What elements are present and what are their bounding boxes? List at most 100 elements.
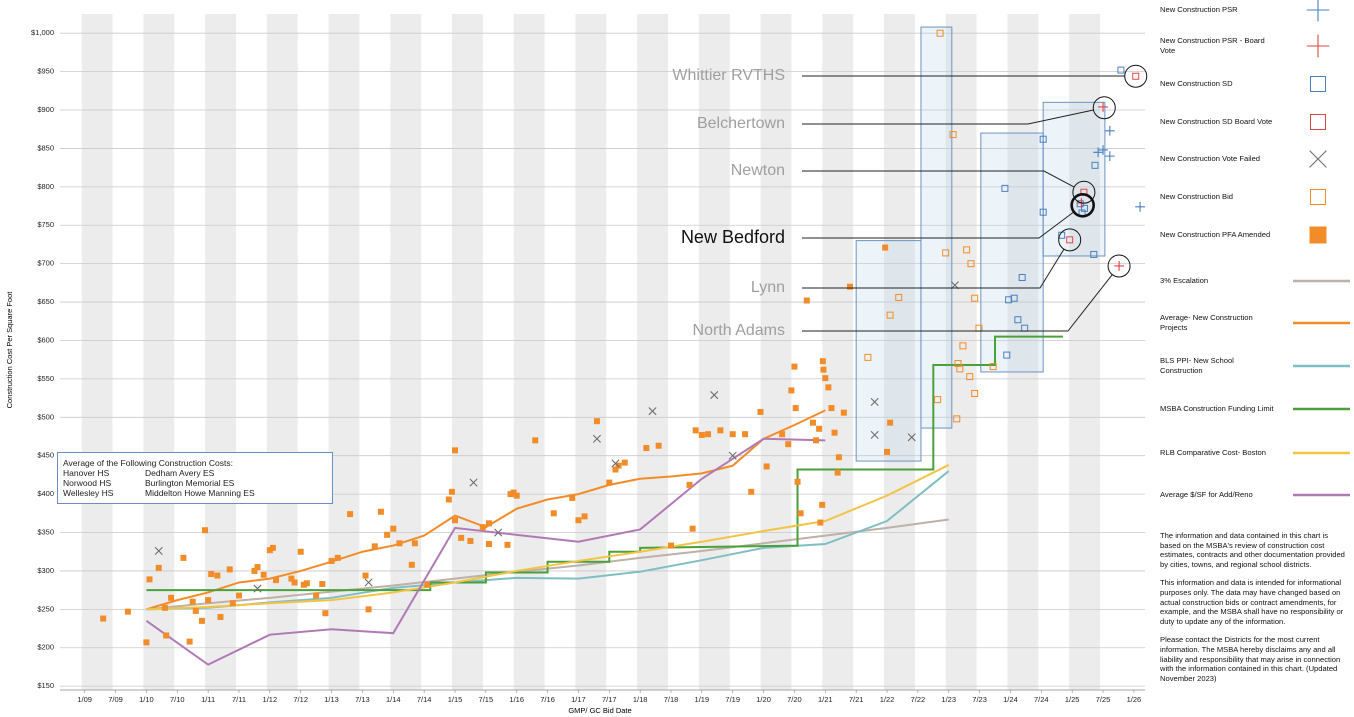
x-tick-label: 1/13 — [324, 695, 339, 704]
x-tick-label: 7/12 — [293, 695, 308, 704]
point — [186, 638, 193, 645]
point — [319, 580, 326, 587]
y-tick-label: $150 — [37, 681, 54, 690]
y-tick-label: $750 — [37, 220, 54, 229]
point — [870, 397, 879, 406]
point — [504, 541, 511, 548]
annotation-title: Average of the Following Construction Co… — [63, 458, 233, 468]
point — [967, 260, 975, 268]
point — [396, 540, 403, 547]
point — [364, 578, 373, 587]
point — [717, 427, 724, 434]
x-tick-label: 1/17 — [571, 695, 586, 704]
point — [648, 407, 657, 416]
point — [1114, 261, 1124, 271]
legend-item: BLS PPI- New School Construction — [1160, 351, 1350, 381]
point — [1018, 273, 1026, 281]
point — [155, 564, 162, 571]
point — [408, 561, 415, 568]
column-band — [451, 14, 483, 690]
point — [494, 528, 503, 537]
legend-label: New Construction Vote Failed — [1160, 154, 1261, 163]
point — [214, 572, 221, 579]
point — [1117, 66, 1125, 74]
point — [1091, 161, 1099, 169]
point — [146, 576, 153, 583]
point — [1310, 114, 1326, 130]
point — [692, 427, 699, 434]
y-tick-label: $450 — [37, 451, 54, 460]
callout-label: North Adams — [693, 322, 785, 339]
point — [154, 546, 163, 556]
y-tick-label: $1,000 — [31, 28, 54, 37]
point — [956, 365, 964, 373]
point — [469, 478, 478, 487]
point — [100, 615, 107, 622]
note: The information and data contained in th… — [1160, 531, 1345, 569]
y-tick-label: $550 — [37, 374, 54, 383]
x-tick-label: 7/11 — [232, 695, 246, 704]
point — [655, 442, 662, 449]
annotation-row: Norwood HS Burlington Memorial ES — [63, 478, 327, 488]
point — [831, 429, 838, 436]
legend-item: MSBA Construction Funding Limit — [1160, 394, 1350, 424]
point — [757, 408, 764, 415]
point — [229, 600, 236, 607]
column-band — [328, 14, 360, 690]
point — [846, 283, 853, 290]
point — [467, 537, 474, 544]
point — [513, 492, 520, 499]
point — [202, 527, 209, 534]
point — [612, 466, 619, 473]
legend-item: 3% Escalation — [1160, 266, 1350, 296]
point — [451, 447, 458, 454]
point — [411, 540, 418, 547]
note: Please contact the Districts for the mos… — [1160, 635, 1341, 683]
point — [485, 541, 492, 548]
point — [424, 581, 431, 588]
point — [143, 639, 150, 646]
legend-label: RLB Comparative Cost- Boston — [1160, 448, 1266, 457]
point — [907, 433, 916, 442]
legend-marker — [1310, 114, 1326, 130]
callout-leader — [802, 211, 1075, 239]
x-tick-label: 7/13 — [355, 695, 370, 704]
legend-label: New Construction SD Board Vote — [1160, 117, 1273, 126]
point — [550, 510, 557, 517]
point — [809, 419, 816, 426]
point — [1066, 236, 1074, 244]
point — [1010, 294, 1018, 302]
point — [1093, 147, 1103, 158]
point — [1001, 184, 1009, 192]
callout-circle — [1092, 96, 1116, 120]
point — [886, 311, 894, 319]
legend-marker — [1293, 279, 1350, 283]
legend-label: New Construction PFA Amended — [1160, 230, 1271, 239]
point — [959, 342, 967, 350]
range-box — [920, 26, 953, 429]
point — [643, 445, 650, 452]
series-line — [146, 409, 826, 611]
point — [313, 592, 320, 599]
range-box — [855, 240, 922, 462]
column-band — [266, 14, 298, 690]
callout-label: New Bedford — [681, 227, 785, 247]
point — [451, 517, 458, 524]
point — [365, 606, 372, 613]
point — [198, 617, 205, 624]
legend-marker — [1306, 34, 1330, 58]
y-tick-label: $800 — [37, 182, 54, 191]
point — [235, 592, 242, 599]
point — [377, 508, 384, 515]
callout-leader — [802, 109, 1094, 125]
callout-circle — [1124, 64, 1148, 88]
point — [820, 366, 827, 373]
annotation-text: Dedham Avery ES — [145, 468, 215, 478]
x-tick-label: 1/24 — [1003, 695, 1018, 704]
x-tick-label: 7/16 — [540, 695, 555, 704]
point — [1306, 34, 1330, 58]
point — [1039, 208, 1047, 216]
point — [575, 517, 582, 524]
series-line — [145, 437, 826, 666]
